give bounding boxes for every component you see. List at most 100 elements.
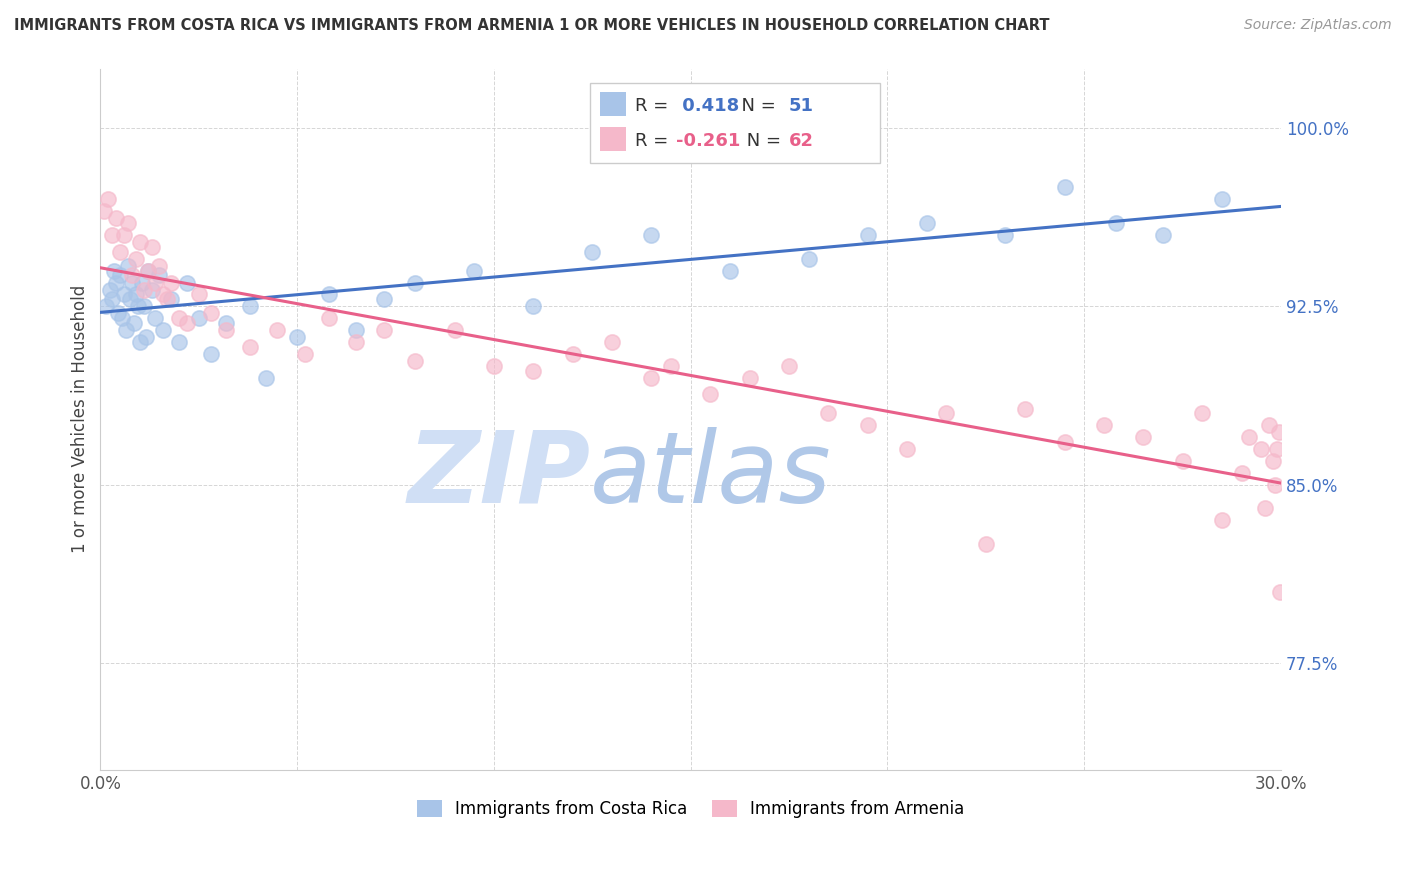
Point <box>1250 442 1272 456</box>
Point <box>111 311 134 326</box>
Point <box>160 276 183 290</box>
FancyBboxPatch shape <box>600 92 626 116</box>
Point <box>167 334 190 349</box>
Point <box>1171 454 1194 468</box>
Point <box>112 227 135 242</box>
Point <box>1258 418 1281 433</box>
Point <box>128 235 150 249</box>
Point <box>994 227 1017 242</box>
Point <box>1268 425 1291 440</box>
FancyBboxPatch shape <box>591 83 880 163</box>
Text: R =: R = <box>636 96 673 115</box>
Point <box>974 537 997 551</box>
Point <box>344 323 367 337</box>
Point <box>318 311 340 326</box>
Point <box>482 359 505 373</box>
Point <box>1261 454 1284 468</box>
Point <box>96 299 118 313</box>
Point <box>1152 227 1174 242</box>
Point <box>176 276 198 290</box>
Point <box>187 311 209 326</box>
Point <box>215 316 238 330</box>
Point <box>1254 501 1277 516</box>
Point <box>1264 477 1286 491</box>
Point <box>522 363 544 377</box>
Point <box>778 359 800 373</box>
Point <box>1191 406 1213 420</box>
Legend: Immigrants from Costa Rica, Immigrants from Armenia: Immigrants from Costa Rica, Immigrants f… <box>411 793 972 825</box>
Point <box>132 283 155 297</box>
Text: 62: 62 <box>789 132 814 150</box>
Point <box>344 334 367 349</box>
Point <box>108 268 131 283</box>
Point <box>135 330 157 344</box>
Point <box>856 418 879 433</box>
Point <box>145 276 167 290</box>
Point <box>141 240 163 254</box>
Point <box>112 287 135 301</box>
Point <box>117 216 139 230</box>
Point <box>1105 216 1128 230</box>
Point <box>107 306 129 320</box>
Text: atlas: atlas <box>591 427 832 524</box>
Point <box>738 370 761 384</box>
Point <box>1211 513 1233 527</box>
Point <box>145 311 167 326</box>
Point <box>404 354 426 368</box>
Point <box>105 211 128 226</box>
Point <box>98 283 121 297</box>
Point <box>108 244 131 259</box>
Point <box>125 287 148 301</box>
Point <box>718 263 741 277</box>
Point <box>131 276 153 290</box>
Point <box>443 323 465 337</box>
Point <box>373 323 395 337</box>
Point <box>239 340 262 354</box>
Point <box>176 316 198 330</box>
Point <box>1053 434 1076 449</box>
Point <box>294 347 316 361</box>
Point <box>118 292 141 306</box>
Point <box>125 252 148 266</box>
Point <box>152 287 174 301</box>
Point <box>640 227 662 242</box>
Point <box>817 406 839 420</box>
Text: Source: ZipAtlas.com: Source: ZipAtlas.com <box>1244 18 1392 32</box>
FancyBboxPatch shape <box>600 127 626 151</box>
Point <box>1239 430 1261 444</box>
Point <box>404 276 426 290</box>
Point <box>797 252 820 266</box>
Point <box>121 276 143 290</box>
Point <box>581 244 603 259</box>
Point <box>699 387 721 401</box>
Point <box>128 334 150 349</box>
Point <box>935 406 957 420</box>
Point <box>117 259 139 273</box>
Text: IMMIGRANTS FROM COSTA RICA VS IMMIGRANTS FROM ARMENIA 1 OR MORE VEHICLES IN HOUS: IMMIGRANTS FROM COSTA RICA VS IMMIGRANTS… <box>14 18 1049 33</box>
Point <box>896 442 918 456</box>
Point <box>856 227 879 242</box>
Point <box>1211 192 1233 206</box>
Point <box>561 347 583 361</box>
Point <box>1132 430 1154 444</box>
Point <box>105 276 128 290</box>
Point <box>127 299 149 313</box>
Point <box>167 311 190 326</box>
Point <box>1265 442 1288 456</box>
Point <box>215 323 238 337</box>
Point <box>187 287 209 301</box>
Point <box>115 323 138 337</box>
Point <box>522 299 544 313</box>
Point <box>239 299 262 313</box>
Text: -0.261: -0.261 <box>676 132 741 150</box>
Point <box>152 323 174 337</box>
Text: 51: 51 <box>789 96 814 115</box>
Point <box>640 370 662 384</box>
Point <box>121 268 143 283</box>
Point <box>266 323 288 337</box>
Point <box>200 347 222 361</box>
Point <box>148 268 170 283</box>
Point <box>659 359 682 373</box>
Point <box>254 370 277 384</box>
Point <box>101 292 124 306</box>
